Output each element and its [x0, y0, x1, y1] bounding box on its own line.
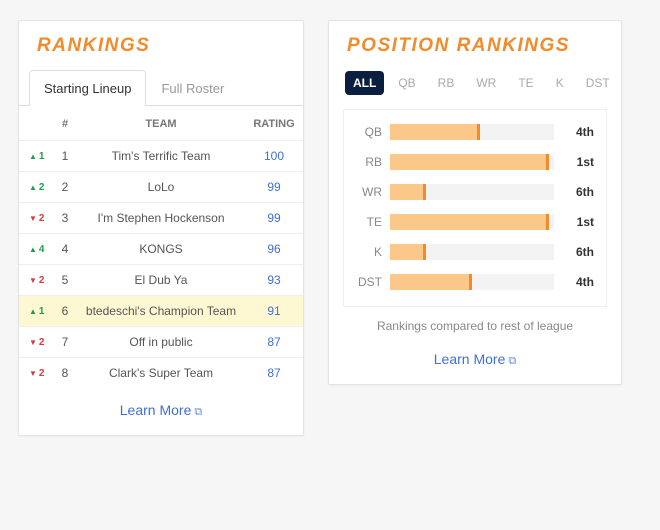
position-tab-dst[interactable]: DST	[578, 71, 618, 95]
learn-more-label: Learn More	[120, 402, 192, 418]
team-name: Tim's Terrific Team	[77, 141, 245, 172]
position-rank: 1st	[554, 155, 594, 169]
position-bar-row: TE 1st	[356, 214, 594, 230]
rank-number: 3	[53, 203, 77, 234]
position-rank: 6th	[554, 245, 594, 259]
rankings-title: RANKINGS	[19, 21, 303, 69]
rankings-table: # TEAM RATING 11Tim's Terrific Team10022…	[19, 106, 303, 388]
rank-delta: 2	[19, 358, 53, 389]
team-name: btedeschi's Champion Team	[77, 296, 245, 327]
table-row[interactable]: 27Off in public87	[19, 327, 303, 358]
table-row[interactable]: 22LoLo99	[19, 172, 303, 203]
rank-number: 6	[53, 296, 77, 327]
position-tab-k[interactable]: K	[548, 71, 572, 95]
rank-delta: 2	[19, 265, 53, 296]
tab-starting[interactable]: Starting Lineup	[29, 70, 146, 106]
bar-fill	[390, 214, 549, 230]
bar-fill	[390, 154, 549, 170]
rankings-tbody: 11Tim's Terrific Team10022LoLo9923I'm St…	[19, 141, 303, 389]
position-rank: 1st	[554, 215, 594, 229]
team-name: I'm Stephen Hockenson	[77, 203, 245, 234]
external-link-icon: ⧉	[194, 406, 202, 418]
team-name: KONGS	[77, 234, 245, 265]
position-rankings-card: POSITION RANKINGS ALLQBRBWRTEKDST QB4thR…	[328, 20, 622, 385]
position-tab-all[interactable]: ALL	[345, 71, 384, 95]
col-team: TEAM	[77, 106, 245, 141]
bar-fill	[390, 274, 472, 290]
team-rating: 87	[245, 358, 303, 389]
position-label: K	[356, 245, 390, 259]
learn-more-label: Learn More	[434, 351, 506, 367]
position-bar-row: WR 6th	[356, 184, 594, 200]
external-link-icon: ⧉	[508, 355, 516, 367]
table-row[interactable]: 25El Dub Ya93	[19, 265, 303, 296]
rankings-tabs: Starting LineupFull Roster	[19, 69, 303, 105]
position-bar-row: QB 4th	[356, 124, 594, 140]
position-tab-rb[interactable]: RB	[430, 71, 463, 95]
rank-delta: 2	[19, 203, 53, 234]
rank-delta: 4	[19, 234, 53, 265]
position-tabs: ALLQB RBWRTE KDST	[329, 69, 621, 109]
bar-track	[390, 214, 554, 230]
position-learn-more-link[interactable]: Learn More⧉	[329, 337, 621, 384]
position-label: QB	[356, 125, 390, 139]
position-caption: Rankings compared to rest of league	[329, 307, 621, 337]
position-label: TE	[356, 215, 390, 229]
position-tab-wr[interactable]: WR	[468, 71, 504, 95]
position-bars: QB 4th RB 1st WR 6th TE 1st K 6th DST 4th	[343, 109, 607, 307]
rank-number: 8	[53, 358, 77, 389]
bar-track	[390, 154, 554, 170]
team-name: LoLo	[77, 172, 245, 203]
rank-delta: 2	[19, 327, 53, 358]
rankings-card: RANKINGS Starting LineupFull Roster # TE…	[18, 20, 304, 436]
col-rank: #	[53, 106, 77, 141]
team-rating: 91	[245, 296, 303, 327]
position-bar-row: DST 4th	[356, 274, 594, 290]
position-label: DST	[356, 275, 390, 289]
team-rating: 100	[245, 141, 303, 172]
bar-fill	[390, 244, 426, 260]
rank-number: 4	[53, 234, 77, 265]
position-rank: 6th	[554, 185, 594, 199]
rank-number: 7	[53, 327, 77, 358]
team-rating: 99	[245, 172, 303, 203]
position-rankings-title: POSITION RANKINGS	[329, 21, 621, 69]
table-row[interactable]: 28Clark's Super Team87	[19, 358, 303, 389]
team-name: El Dub Ya	[77, 265, 245, 296]
team-rating: 99	[245, 203, 303, 234]
table-row[interactable]: 44KONGS96	[19, 234, 303, 265]
position-bar-row: RB 1st	[356, 154, 594, 170]
bar-track	[390, 274, 554, 290]
rank-number: 5	[53, 265, 77, 296]
team-rating: 87	[245, 327, 303, 358]
rank-delta: 2	[19, 172, 53, 203]
rank-number: 1	[53, 141, 77, 172]
team-name: Off in public	[77, 327, 245, 358]
position-tab-qb[interactable]: QB	[390, 71, 423, 95]
bar-track	[390, 244, 554, 260]
position-rank: 4th	[554, 125, 594, 139]
table-row[interactable]: 23I'm Stephen Hockenson99	[19, 203, 303, 234]
team-rating: 93	[245, 265, 303, 296]
bar-fill	[390, 124, 480, 140]
team-name: Clark's Super Team	[77, 358, 245, 389]
table-row[interactable]: 16btedeschi's Champion Team91	[19, 296, 303, 327]
rank-delta: 1	[19, 296, 53, 327]
position-label: RB	[356, 155, 390, 169]
team-rating: 96	[245, 234, 303, 265]
rank-number: 2	[53, 172, 77, 203]
tab-full[interactable]: Full Roster	[146, 70, 239, 106]
bar-fill	[390, 184, 426, 200]
position-bar-row: K 6th	[356, 244, 594, 260]
bar-track	[390, 124, 554, 140]
table-row[interactable]: 11Tim's Terrific Team100	[19, 141, 303, 172]
col-rating: RATING	[245, 106, 303, 141]
rankings-learn-more-link[interactable]: Learn More⧉	[19, 388, 303, 435]
position-tab-te[interactable]: TE	[510, 71, 541, 95]
position-rank: 4th	[554, 275, 594, 289]
rank-delta: 1	[19, 141, 53, 172]
position-label: WR	[356, 185, 390, 199]
bar-track	[390, 184, 554, 200]
